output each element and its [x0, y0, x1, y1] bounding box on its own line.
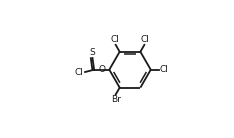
Text: S: S: [90, 48, 95, 57]
Text: Br: Br: [111, 95, 121, 104]
Text: Cl: Cl: [140, 35, 149, 44]
Text: Cl: Cl: [159, 65, 168, 74]
Text: O: O: [99, 65, 106, 74]
Text: Cl: Cl: [111, 35, 120, 44]
Text: Cl: Cl: [75, 68, 84, 77]
